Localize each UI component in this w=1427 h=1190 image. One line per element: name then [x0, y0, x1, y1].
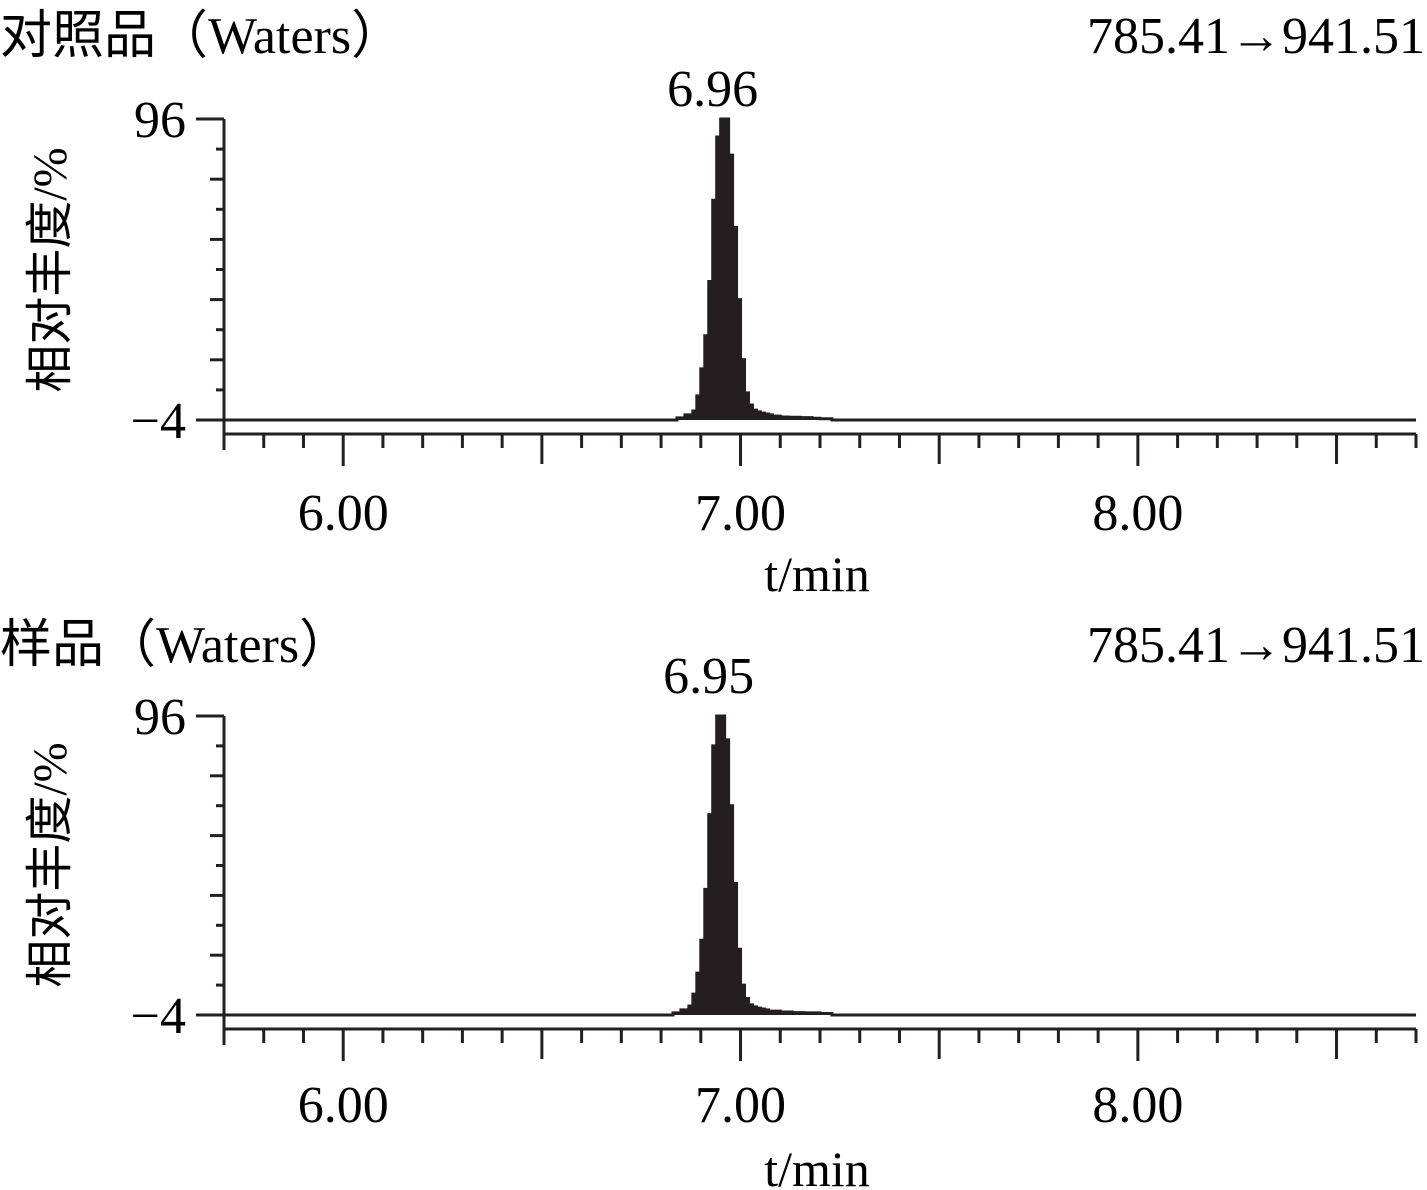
x-tick-label: 8.00: [1092, 485, 1183, 542]
plot-area: 96 −4 6.00 7.00 8.00 6.96: [131, 61, 1418, 542]
chart-title: 对照品（Waters）: [0, 8, 403, 65]
x-tick-label: 7.00: [695, 485, 786, 542]
y-tick-label: −4: [131, 988, 186, 1045]
x-tick-label: 8.00: [1092, 1077, 1183, 1134]
series-trace: [224, 117, 1416, 422]
peak-area: [224, 716, 1416, 1015]
y-tick-label: −4: [131, 393, 186, 450]
y-axis-label: 相对丰度/%: [24, 742, 77, 987]
y-axis-label: 相对丰度/%: [24, 147, 77, 392]
plot-area: 96 −4 6.00 7.00 8.00 6.95: [131, 648, 1418, 1134]
y-tick-label: 96: [134, 689, 186, 746]
series-trace: [224, 714, 1416, 1017]
x-tick-label: 6.00: [298, 1077, 389, 1134]
peak-retention-label: 6.95: [663, 648, 754, 705]
transition-label: 785.41→941.51: [1087, 8, 1425, 65]
x-tick-label: 7.00: [695, 1077, 786, 1134]
transition-label: 785.41→941.51: [1087, 617, 1425, 674]
chart-title: 样品（Waters）: [0, 617, 351, 674]
peak-area: [224, 119, 1416, 420]
peak-retention-label: 6.96: [667, 61, 758, 118]
chart-panel-reference: 对照品（Waters） 785.41→941.51 相对丰度/% t/min 9…: [0, 8, 1425, 602]
y-tick-label: 96: [134, 92, 186, 149]
x-axis-label: t/min: [764, 1141, 870, 1190]
x-tick-label: 6.00: [298, 485, 389, 542]
chart-panel-sample: 样品（Waters） 785.41→941.51 相对丰度/% t/min 96…: [0, 617, 1425, 1190]
x-axis-label: t/min: [764, 546, 870, 602]
